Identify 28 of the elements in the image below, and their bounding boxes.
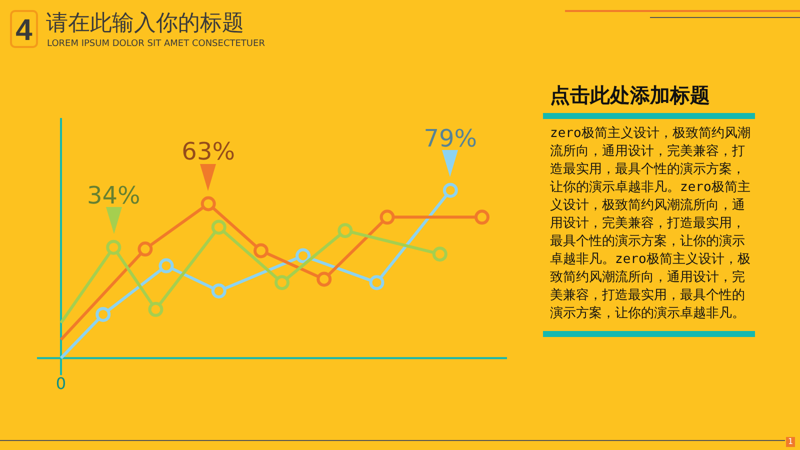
annotation: 79%: [424, 124, 478, 152]
text: zero极简主义设计，极致简约风潮流所向，通用设计，完美兼容，打造最实用，最具个性的演示方案，让你的演示卓越非凡。zero极简主义设计，极致简约风潮流所向，通用设计，完美兼容，打造最实用，最具个性的演示方案，让你的演示卓越非凡。zero极简主义设计，极致简约风潮流所向，通用设计，完美兼容，打造最实用，最具个性的演示方案，让你的演示卓越非凡。: [550, 126, 750, 321]
point: [274, 275, 290, 290]
text: 0: [56, 374, 66, 394]
point: [369, 275, 384, 290]
point: [316, 272, 332, 287]
point: [200, 196, 216, 212]
point: [158, 258, 174, 274]
point: [442, 182, 458, 198]
text: 4: [10, 10, 38, 48]
point: [96, 306, 111, 322]
point: [380, 210, 395, 225]
text: 点击此处添加标题: [550, 82, 711, 109]
text: 1: [786, 437, 795, 447]
point: [474, 210, 490, 225]
annotation: 63%: [182, 138, 236, 166]
point: [338, 223, 353, 238]
point: [211, 220, 226, 235]
point: [296, 248, 311, 264]
chart-title: 请在此输入你的标题: [46, 10, 244, 38]
point: [432, 246, 448, 262]
annotation: 34%: [86, 181, 140, 210]
point: [211, 283, 226, 298]
point: [106, 240, 122, 255]
point: [138, 242, 153, 257]
point: [253, 243, 268, 258]
chart-subtitle: LOREM IPSUM DOLOR SIT AMET CONSECTETUER: [47, 39, 265, 49]
point: [148, 302, 164, 317]
